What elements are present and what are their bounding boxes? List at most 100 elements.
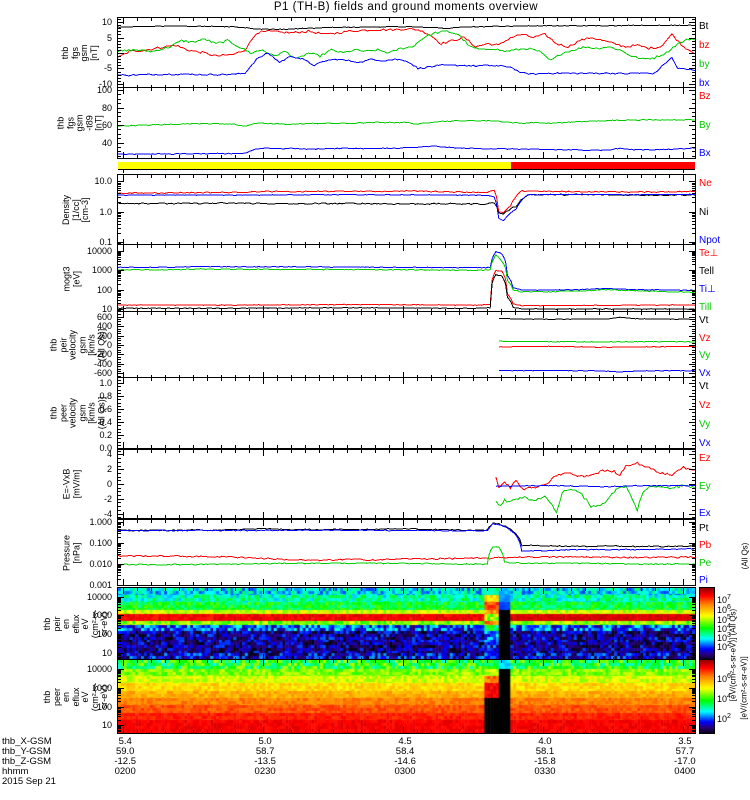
x-minor-tick [529,445,530,448]
x-major-tick [123,579,124,585]
x-major-tick [123,660,124,666]
y-minor-tick [118,259,121,260]
x-minor-tick [277,450,278,453]
x-minor-tick [459,18,460,21]
x-minor-tick [333,309,334,312]
x-minor-tick [319,18,320,21]
y-minor-tick [118,510,121,511]
x-minor-tick [445,378,446,381]
y-minor-tick [692,359,695,360]
x-minor-tick [389,520,390,523]
x-major-tick [403,520,404,526]
x-minor-tick [459,85,460,88]
y-minor-tick [692,671,695,672]
legend-by: By [699,119,711,131]
x-minor-tick [627,450,628,453]
x-minor-tick [613,88,614,91]
x-major-tick [123,306,124,312]
x-minor-tick [193,175,194,178]
x-minor-tick [193,582,194,585]
x-minor-tick [459,445,460,448]
x-minor-tick [319,88,320,91]
x-minor-tick [417,242,418,245]
y-major-tick [689,688,695,689]
y-major-tick [118,688,124,689]
x-minor-tick [571,85,572,88]
y-minor-tick [118,319,121,320]
x-minor-tick [207,657,208,660]
y-minor-tick [692,314,695,315]
y-minor-tick [118,224,121,225]
y-minor-tick [118,527,121,528]
x-minor-tick [571,309,572,312]
x-minor-tick [347,520,348,523]
x-minor-tick [459,175,460,178]
y-minor-tick [692,473,695,474]
x-minor-tick [375,88,376,91]
x-minor-tick [641,312,642,315]
y-minor-tick [118,294,121,295]
x-minor-tick [641,18,642,21]
x-minor-tick [291,445,292,448]
y-minor-tick [118,432,121,433]
y-minor-tick [692,636,695,637]
legend-tell: Tell [699,266,715,277]
x-minor-tick [179,450,180,453]
y-tick-label: 600 [96,312,112,322]
x-major-tick [543,306,544,312]
y-minor-tick [692,352,695,353]
x-minor-tick [193,375,194,378]
x-minor-tick [613,515,614,518]
x-minor-tick [501,175,502,178]
x-minor-tick [305,312,306,315]
x-minor-tick [193,660,194,663]
x-minor-tick [375,175,376,178]
x-minor-tick [431,588,432,591]
x-minor-tick [571,588,572,591]
x-minor-tick [445,588,446,591]
x-major-tick [543,660,544,666]
x-minor-tick [445,312,446,315]
y-minor-tick [118,637,121,638]
panel-ion-velocity-axis-label: thb peir velocity gsm [km/s (All Qs)] [48,328,107,362]
y-minor-tick [118,215,121,216]
y-minor-tick [118,295,121,296]
y-minor-tick [692,350,695,351]
y-minor-tick [692,545,695,546]
panel-ion-velocity-canvas [498,316,695,373]
x-minor-tick [165,450,166,453]
x-minor-tick [389,242,390,245]
y-minor-tick [118,65,121,66]
x-minor-tick [417,312,418,315]
y-minor-tick [692,438,695,439]
x-major-tick [543,579,544,585]
y-minor-tick [692,425,695,426]
y-minor-tick [692,357,695,358]
series-Vz [498,345,695,349]
y-minor-tick [692,272,695,273]
x-minor-tick [137,378,138,381]
y-minor-tick [118,711,121,712]
x-minor-tick [151,515,152,518]
x-minor-tick [627,85,628,88]
x-minor-tick [137,445,138,448]
y-minor-tick [692,259,695,260]
x-minor-tick [179,309,180,312]
y-minor-tick [692,623,695,624]
y-minor-tick [118,393,121,394]
y-minor-tick [692,28,695,29]
y-minor-tick [692,546,695,547]
y-major-tick [118,564,124,565]
y-minor-tick [692,720,695,721]
y-minor-tick [692,41,695,42]
series-Pi [118,523,695,552]
y-minor-tick [118,243,121,244]
x-major-tick [543,82,544,88]
y-minor-tick [118,324,121,325]
x-minor-tick [207,175,208,178]
y-minor-tick [118,533,121,534]
y-minor-tick [692,637,695,638]
x-minor-tick [627,18,628,21]
x-minor-tick [669,309,670,312]
bottom-row-value: 0230 [254,766,276,777]
